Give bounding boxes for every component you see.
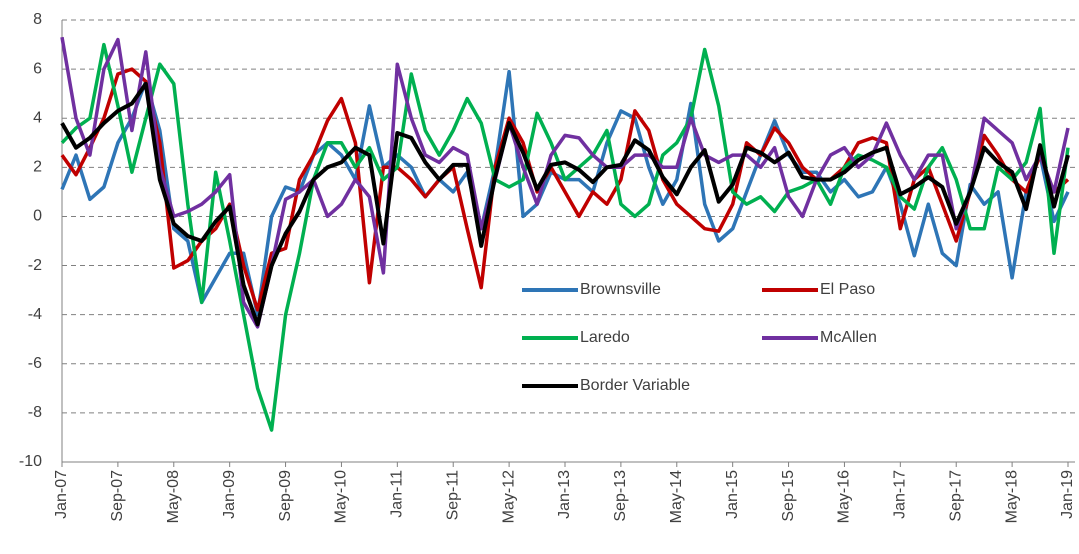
series-line xyxy=(60,36,1070,329)
y-tick-label: -4 xyxy=(28,306,42,323)
y-tick-label: -8 xyxy=(28,404,42,421)
y-tick-label: -2 xyxy=(28,257,42,274)
y-tick-label: 0 xyxy=(33,208,42,225)
x-tick-label: Jan-09 xyxy=(221,470,238,519)
series-line xyxy=(60,67,1070,312)
x-tick-label: May-16 xyxy=(836,470,853,523)
x-tick-label: Jan-11 xyxy=(389,470,406,518)
x-tick-label: Sep-11 xyxy=(444,470,461,521)
legend-label: McAllen xyxy=(820,329,877,346)
legend-label: Laredo xyxy=(580,329,630,346)
y-tick-label: 6 xyxy=(33,60,42,77)
x-tick-label: Sep-13 xyxy=(612,470,629,522)
x-tick-label: Jan-17 xyxy=(892,470,909,519)
series-line xyxy=(60,42,1070,432)
y-tick-label: 4 xyxy=(33,109,42,126)
x-tick-label: Jan-19 xyxy=(1059,470,1076,519)
x-tick-label: Sep-07 xyxy=(109,470,126,522)
x-tick-label: May-08 xyxy=(165,470,182,523)
legend-label: El Paso xyxy=(820,281,875,298)
x-tick-label: Sep-17 xyxy=(947,470,964,522)
x-tick-label: May-18 xyxy=(1003,470,1020,523)
x-tick-label: Sep-15 xyxy=(780,470,797,522)
x-tick-label: May-10 xyxy=(333,470,350,523)
y-tick-label: 2 xyxy=(33,159,42,176)
y-tick-label: 8 xyxy=(33,11,42,28)
y-tick-label: -6 xyxy=(28,355,42,372)
y-tick-label: -10 xyxy=(19,453,42,470)
x-tick-label: Jan-07 xyxy=(53,470,70,519)
series-line xyxy=(60,81,1070,327)
x-tick-label: Jan-13 xyxy=(556,470,573,519)
legend-label: Brownsville xyxy=(580,281,661,298)
x-tick-label: Sep-09 xyxy=(277,470,294,522)
x-tick-label: Jan-15 xyxy=(724,470,741,519)
x-tick-label: May-12 xyxy=(500,470,517,523)
x-tick-label: May-14 xyxy=(668,470,685,523)
legend-label: Border Variable xyxy=(580,377,690,394)
